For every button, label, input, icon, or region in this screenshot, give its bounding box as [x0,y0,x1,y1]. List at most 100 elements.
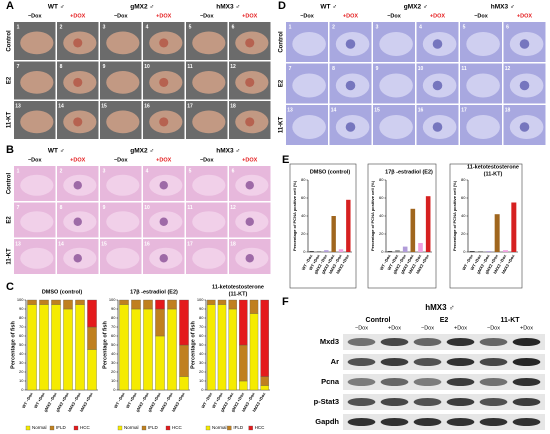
band [413,418,442,426]
image-number: 14 [331,107,337,113]
image-number: 7 [17,205,20,211]
bar-segment [179,376,189,391]
chart-subtitle: (11-KT) [484,171,503,177]
band [512,358,541,366]
condition-label: +Dox [454,325,467,331]
image-number: 7 [289,66,292,72]
image-number: 6 [506,24,509,30]
image-number: 18 [505,107,511,113]
lesion [73,38,83,48]
protein-label: Mxd3 [320,337,339,346]
band [512,418,541,426]
y-tick-label: 50 [199,342,204,347]
lesion [519,39,530,49]
image-number: 9 [103,205,106,211]
condition-label: −Dox [114,157,129,163]
y-tick-label: 90 [199,306,204,311]
bar-segment [87,349,97,391]
condition-label: −Dox [28,157,43,163]
image-number: 11 [187,205,193,211]
bar-segment [87,299,97,328]
y-tick-label: 60 [199,333,204,338]
y-tick-label: 80 [379,177,384,182]
row-label: E2 [7,76,13,84]
bar-segment [167,308,177,391]
bar-segment [207,299,216,305]
legend-swatch [49,425,55,431]
group-label: gMX2 ♂ [404,4,428,11]
tissue [379,73,413,98]
bar [418,243,423,252]
chart-title: 11-ketotestosterone [212,284,264,290]
band [347,378,376,386]
bar-segment [39,304,49,391]
lesion [432,39,443,49]
y-tick-label: 0 [201,387,204,392]
image-number: 17 [187,241,193,247]
y-tick-label: 20 [379,231,384,236]
image-number: 13 [287,107,293,113]
blot-strip [343,354,545,370]
band [380,418,409,426]
y-tick-label: 40 [111,351,116,356]
tissue [20,247,54,269]
y-tick-label: 80 [199,315,204,320]
tissue [466,32,500,56]
condition-label: −Dox [355,325,368,331]
y-tick-label: 60 [461,195,466,200]
y-tick-label: 90 [19,306,24,311]
image-number: 8 [60,205,63,211]
band [512,398,541,406]
band [446,398,475,406]
bar [486,251,492,252]
condition-label: +Dox [520,325,533,331]
blot-strip [343,334,545,350]
tissue [466,73,500,98]
image-number: 10 [418,66,424,72]
image-number: 11 [461,66,467,72]
lesion [519,122,530,132]
y-axis-label: Percentage of fish [10,321,16,369]
image-number: 15 [101,241,107,247]
lesion [159,38,169,48]
image-number: 1 [17,24,20,30]
image-number: 10 [144,205,150,211]
legend-label: HCC [172,425,182,430]
row-label: 11-KT [7,111,13,128]
y-tick-label: 60 [19,333,24,338]
bar [309,251,314,252]
band [446,378,475,386]
image-number: 12 [505,66,511,72]
bar-segment [131,308,141,391]
y-tick-label: 20 [301,231,306,236]
bar-segment [155,308,165,337]
tissue [20,110,54,134]
tissue [20,211,54,233]
bar-segment [51,299,61,305]
group-label: 11-KT [500,317,520,324]
row-label: Control [7,30,13,52]
row-label: Control [7,173,13,195]
image-number: 6 [232,168,235,174]
lesion [73,117,83,127]
lesion [245,254,254,263]
y-tick-label: 60 [301,195,306,200]
bar-segment [63,308,73,391]
tissue [20,174,54,196]
condition-label: −Dox [474,13,489,19]
image-number: 4 [146,168,149,174]
chart-frame [289,163,357,289]
lesion [432,122,443,132]
bar-segment [217,299,227,305]
y-axis-label: Percentage of PCNA positive cell (%) [452,180,457,251]
protein-label: p-Stat3 [314,397,339,406]
row-label: 11-KT [7,248,13,265]
panel-label: D [278,0,286,12]
bar [316,251,322,252]
bar-segment [39,299,49,305]
y-axis-label: Percentage of fish [102,321,108,369]
bar-segment [27,304,37,391]
legend-swatch [73,425,79,431]
band [479,358,508,366]
image-number: 14 [58,241,64,247]
